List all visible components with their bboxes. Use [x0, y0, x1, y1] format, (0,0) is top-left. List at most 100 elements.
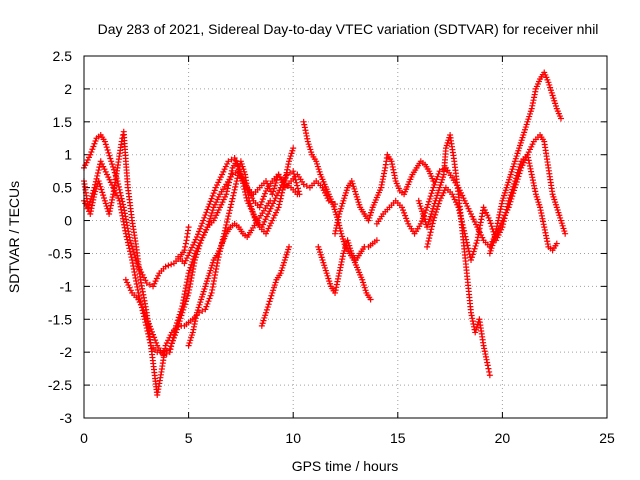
- data-point: [286, 155, 293, 162]
- data-point: [289, 147, 296, 154]
- data-point: [202, 212, 209, 219]
- data-point: [105, 174, 112, 181]
- data-point: [188, 244, 195, 251]
- data-point: [512, 155, 519, 162]
- data-point: [105, 149, 112, 156]
- data-point: [223, 188, 230, 195]
- data-point: [274, 207, 281, 214]
- data-point: [185, 342, 192, 349]
- data-point: [160, 352, 167, 359]
- data-point: [342, 192, 349, 199]
- data-point: [292, 176, 299, 183]
- data-point: [281, 181, 288, 188]
- data-point: [240, 176, 247, 183]
- data-point: [436, 197, 443, 204]
- data-point: [181, 260, 188, 267]
- data-point: [423, 207, 430, 214]
- data-point: [197, 225, 204, 232]
- series-track-8: [300, 118, 374, 303]
- data-point: [461, 230, 468, 237]
- data-point: [205, 272, 212, 279]
- data-point: [295, 188, 302, 195]
- data-point: [137, 301, 144, 308]
- data-point: [469, 213, 476, 220]
- data-point: [514, 150, 521, 157]
- data-point: [244, 184, 251, 191]
- data-point: [290, 171, 297, 178]
- data-point: [552, 103, 559, 110]
- data-point: [92, 138, 99, 145]
- data-point: [529, 141, 536, 148]
- data-point: [266, 222, 273, 229]
- data-point: [101, 194, 108, 201]
- data-point: [263, 306, 270, 313]
- data-point: [426, 195, 433, 202]
- data-point: [165, 262, 172, 269]
- data-point: [517, 139, 524, 146]
- data-point: [220, 168, 227, 175]
- data-point: [209, 259, 216, 266]
- data-point: [213, 199, 220, 206]
- data-point: [558, 220, 565, 227]
- data-point: [551, 196, 558, 203]
- data-point: [449, 191, 456, 198]
- data-point: [184, 292, 191, 299]
- data-point: [229, 195, 236, 202]
- data-point: [535, 199, 542, 206]
- data-point: [86, 198, 93, 205]
- data-point: [152, 278, 159, 285]
- data-point: [227, 204, 234, 211]
- data-point: [534, 196, 541, 203]
- data-point: [225, 182, 232, 189]
- data-point: [187, 247, 194, 254]
- data-point: [316, 249, 323, 256]
- data-point: [294, 182, 301, 189]
- data-point: [437, 195, 444, 202]
- data-point: [342, 189, 349, 196]
- data-point: [365, 217, 372, 224]
- y-tick-label: -3: [60, 410, 73, 426]
- data-point: [115, 183, 122, 190]
- data-point: [202, 306, 209, 313]
- data-point: [136, 299, 143, 306]
- data-point: [461, 227, 468, 234]
- data-point: [259, 320, 266, 327]
- data-point: [170, 331, 177, 338]
- data-point: [125, 242, 132, 249]
- data-point: [267, 205, 274, 212]
- data-point: [442, 145, 449, 152]
- data-point: [430, 217, 437, 224]
- data-point: [231, 186, 238, 193]
- data-point: [510, 163, 517, 170]
- data-point: [201, 214, 208, 221]
- data-point: [547, 84, 554, 91]
- data-point: [205, 203, 212, 210]
- data-points: [81, 69, 569, 398]
- data-point: [338, 203, 345, 210]
- data-point: [267, 295, 274, 302]
- data-point: [122, 276, 129, 283]
- data-point: [200, 288, 207, 295]
- data-point: [168, 343, 175, 350]
- data-point: [291, 173, 298, 180]
- data-point: [483, 209, 490, 216]
- data-point: [527, 146, 534, 153]
- data-point: [500, 195, 507, 202]
- data-point: [244, 197, 251, 204]
- data-point: [233, 160, 240, 167]
- data-point: [461, 197, 468, 204]
- data-point: [276, 198, 283, 205]
- data-point: [513, 172, 520, 179]
- data-point: [329, 201, 336, 208]
- data-point: [294, 185, 301, 192]
- data-point: [194, 245, 201, 252]
- data-point: [459, 221, 466, 228]
- data-point: [264, 304, 271, 311]
- data-point: [200, 217, 207, 224]
- data-point: [205, 298, 212, 305]
- data-point: [196, 239, 203, 246]
- data-point: [511, 160, 518, 167]
- data-point: [102, 200, 109, 207]
- data-point: [486, 250, 493, 257]
